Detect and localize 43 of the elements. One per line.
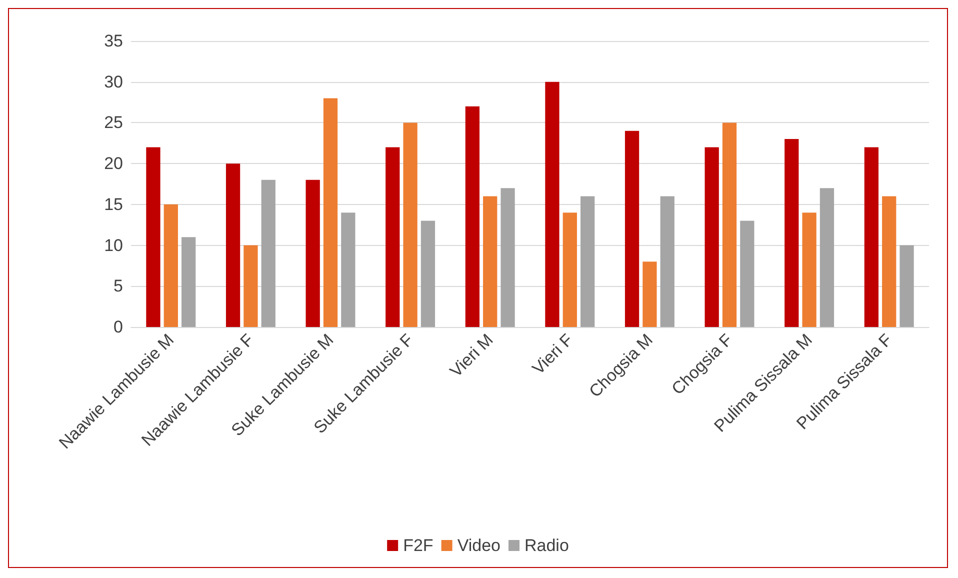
x-tick-label: Vieri F: [528, 330, 577, 378]
bar: [403, 122, 418, 327]
y-tick-label: 0: [114, 318, 123, 336]
x-tick-label: Vieri M: [446, 330, 497, 381]
bar: [624, 130, 640, 327]
y-tick-label: 25: [104, 113, 123, 132]
bar: [784, 139, 799, 327]
bar: [802, 212, 816, 327]
bar: [244, 245, 258, 327]
bar: [420, 220, 436, 327]
bar: [660, 196, 674, 327]
bar: [704, 147, 719, 327]
bar: [182, 237, 196, 327]
y-tick-label: 10: [104, 236, 123, 255]
y-tick-label: 15: [104, 194, 123, 214]
bar: [465, 106, 480, 327]
bar: [386, 147, 400, 327]
bar: [882, 196, 896, 327]
bar: [483, 196, 498, 327]
bar: [900, 245, 914, 327]
legend-label: F2F: [403, 536, 434, 555]
bar: [341, 212, 356, 327]
y-tick-label: 20: [104, 154, 123, 174]
bar: [226, 164, 240, 327]
bar: [261, 180, 276, 327]
y-tick-label: 35: [104, 32, 123, 50]
legend-label: Radio: [524, 536, 569, 555]
bar: [306, 180, 320, 327]
bar: [740, 220, 754, 327]
bar: [562, 212, 577, 327]
bar: [146, 147, 160, 327]
bar: [323, 98, 338, 327]
y-tick-label: 5: [114, 276, 123, 296]
legend-label: Video: [457, 536, 501, 555]
bar: [820, 188, 834, 327]
bar: [545, 82, 560, 327]
bar: [500, 188, 515, 327]
bar: [164, 204, 178, 327]
y-tick-label: 30: [104, 72, 123, 92]
bar: [642, 262, 657, 327]
bar: [864, 147, 878, 327]
bar: [722, 122, 737, 327]
bar: [580, 196, 595, 327]
